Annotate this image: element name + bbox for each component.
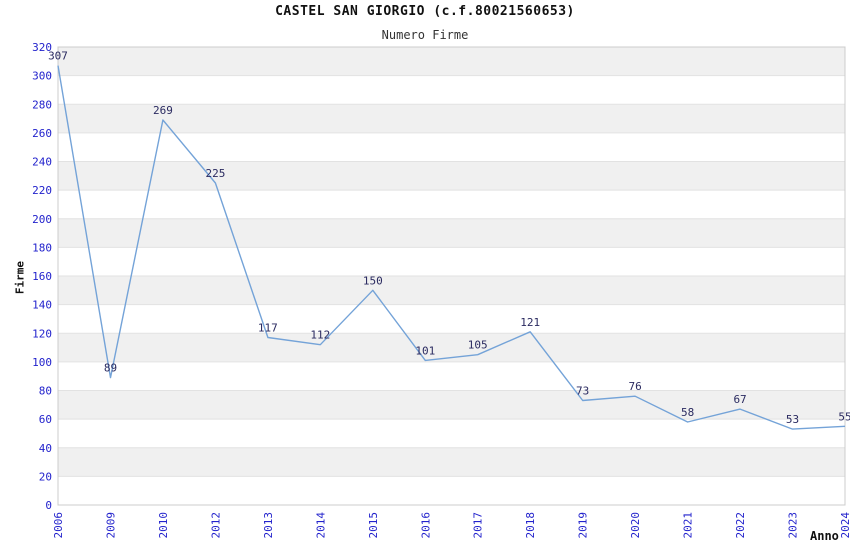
value-label: 112 (310, 329, 330, 342)
x-tick-label: 2013 (262, 512, 275, 539)
grid-band (58, 447, 845, 477)
data-line (57, 65, 846, 430)
value-label: 307 (48, 50, 68, 63)
x-tick-label: 2019 (577, 512, 590, 539)
grid-band (58, 161, 845, 191)
x-tick-label: 2016 (419, 512, 432, 539)
y-tick-label: 180 (32, 241, 52, 254)
value-label: 89 (104, 362, 117, 375)
grid-band (58, 390, 845, 420)
value-label: 76 (629, 380, 642, 393)
x-tick-label: 2006 (52, 512, 65, 539)
y-tick-label: 160 (32, 270, 52, 283)
y-tick-label: 220 (32, 184, 52, 197)
y-tick-label: 140 (32, 299, 52, 312)
x-tick-label: 2009 (104, 512, 117, 539)
x-tick-label: 2024 (839, 512, 850, 539)
y-tick-label: 0 (45, 499, 52, 512)
y-tick-label: 120 (32, 327, 52, 340)
y-tick-label: 80 (39, 385, 52, 398)
x-tick-label: 2010 (157, 512, 170, 539)
x-tick-label: 2012 (209, 512, 222, 539)
x-tick-label: 2017 (472, 512, 485, 539)
x-tick-label: 2015 (367, 512, 380, 539)
value-label: 67 (733, 393, 746, 406)
value-label: 58 (681, 406, 694, 419)
y-tick-label: 260 (32, 127, 52, 140)
y-tick-label: 60 (39, 413, 52, 426)
value-label: 121 (520, 316, 540, 329)
x-axis-title: Anno (810, 529, 839, 543)
x-tick-label: 2014 (314, 512, 327, 539)
value-label: 150 (363, 274, 383, 287)
grid-band (58, 104, 845, 133)
value-label: 53 (786, 413, 799, 426)
plot-border (57, 46, 846, 506)
grid-band (58, 47, 845, 76)
x-tick-label: 2023 (787, 512, 800, 539)
y-tick-label: 200 (32, 213, 52, 226)
value-label: 101 (415, 344, 435, 357)
y-tick-label: 100 (32, 356, 52, 369)
value-label: 73 (576, 385, 589, 398)
value-label: 225 (205, 167, 225, 180)
x-tick-label: 2021 (682, 512, 695, 539)
x-tick-label: 2020 (629, 512, 642, 539)
chart-subtitle: Numero Firme (381, 28, 469, 42)
value-label: 269 (153, 104, 173, 117)
y-tick-label: 300 (32, 70, 52, 83)
grid-band (58, 218, 845, 248)
chart-title: CASTEL SAN GIORGIO (c.f.80021560653) (275, 4, 575, 19)
value-label: 117 (258, 322, 278, 335)
y-tick-label: 20 (39, 470, 52, 483)
y-tick-label: 40 (39, 442, 52, 455)
value-label: 105 (468, 339, 488, 352)
value-label: 55 (838, 410, 850, 423)
x-tick-label: 2018 (524, 512, 537, 539)
y-tick-label: 240 (32, 156, 52, 169)
y-tick-label: 320 (32, 41, 52, 54)
y-tick-label: 280 (32, 98, 52, 111)
grid-band (58, 276, 845, 305)
x-tick-label: 2022 (734, 512, 747, 539)
